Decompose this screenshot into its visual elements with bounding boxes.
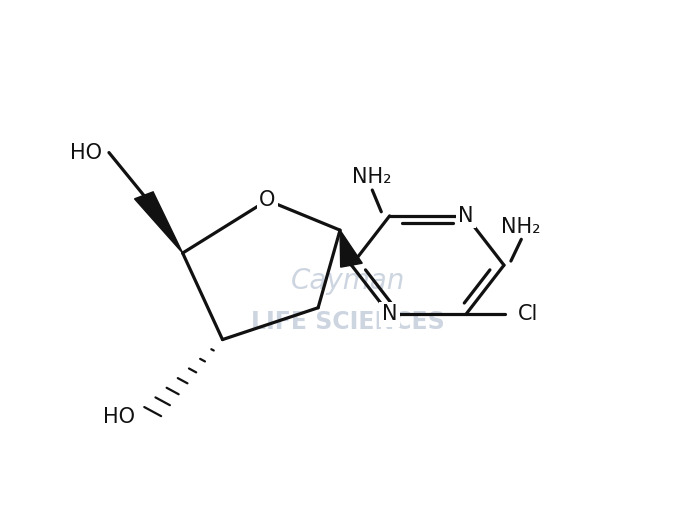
Text: N: N <box>458 206 473 226</box>
Text: HO: HO <box>104 407 136 427</box>
Text: Cl: Cl <box>518 304 538 324</box>
Text: NH₂: NH₂ <box>502 217 541 237</box>
Text: O: O <box>259 190 276 210</box>
Text: HO: HO <box>70 142 102 163</box>
Polygon shape <box>340 230 362 267</box>
Text: Cayman: Cayman <box>291 267 405 295</box>
Polygon shape <box>134 192 182 253</box>
Text: NH₂: NH₂ <box>352 167 392 187</box>
Text: N: N <box>382 304 397 324</box>
Text: LIFE SCIENCES: LIFE SCIENCES <box>251 310 445 334</box>
